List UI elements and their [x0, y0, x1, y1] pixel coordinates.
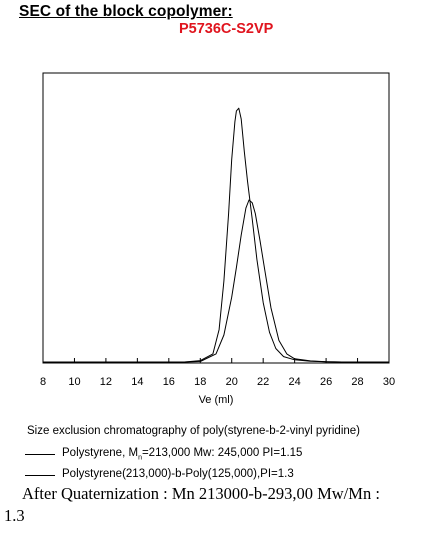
x-tick-label: 14 [131, 376, 143, 388]
plot-frame [42, 72, 390, 364]
x-tick-label: 26 [320, 376, 332, 388]
x-tick-label: 10 [68, 376, 80, 388]
x-axis-ticks: 8 10 12 14 16 18 20 22 24 26 28 30 [40, 358, 395, 388]
legend-label-homopolymer-rest: =213,000 Mw: 245,000 PI=1.15 [141, 447, 303, 459]
quaternization-note-continued: 1.3 [4, 506, 25, 525]
x-tick-label: 12 [100, 376, 112, 388]
legend-swatch-copolymer [25, 475, 55, 476]
series-line-copolymer [43, 199, 389, 363]
legend-label-copolymer: Polystyrene(213,000)-b-Poly(125,000),PI=… [62, 468, 294, 480]
x-tick-label: 8 [40, 376, 46, 388]
legend-label-homopolymer-main: Polystyrene, M [62, 447, 139, 459]
x-tick-label: 16 [163, 376, 175, 388]
x-tick-label: 24 [289, 376, 301, 388]
figure-caption: Size exclusion chromatography of poly(st… [27, 425, 361, 437]
legend-label-homopolymer-sub: n [138, 454, 142, 462]
x-axis-title: Ve (ml) [199, 394, 234, 406]
x-tick-label: 28 [351, 376, 363, 388]
sample-code: P5736C-S2VP [179, 21, 274, 37]
series-layer [43, 107, 389, 363]
x-tick-label: 22 [257, 376, 269, 388]
page-title: SEC of the block copolymer: [19, 3, 233, 20]
legend-swatch-homopolymer [25, 454, 55, 455]
x-tick-label: 30 [383, 376, 395, 388]
series-line-homopolymer [43, 107, 389, 363]
x-tick-label: 18 [194, 376, 206, 388]
legend-label-homopolymer: Polystyrene, Mn=213,000 Mw: 245,000 PI=1… [62, 447, 302, 461]
quaternization-note: After Quaternization : Mn 213000-b-293,0… [22, 484, 380, 503]
x-tick-label: 20 [226, 376, 238, 388]
sec-chart: 8 10 12 14 16 18 20 22 24 26 28 30 Ve (ml) [40, 72, 395, 406]
